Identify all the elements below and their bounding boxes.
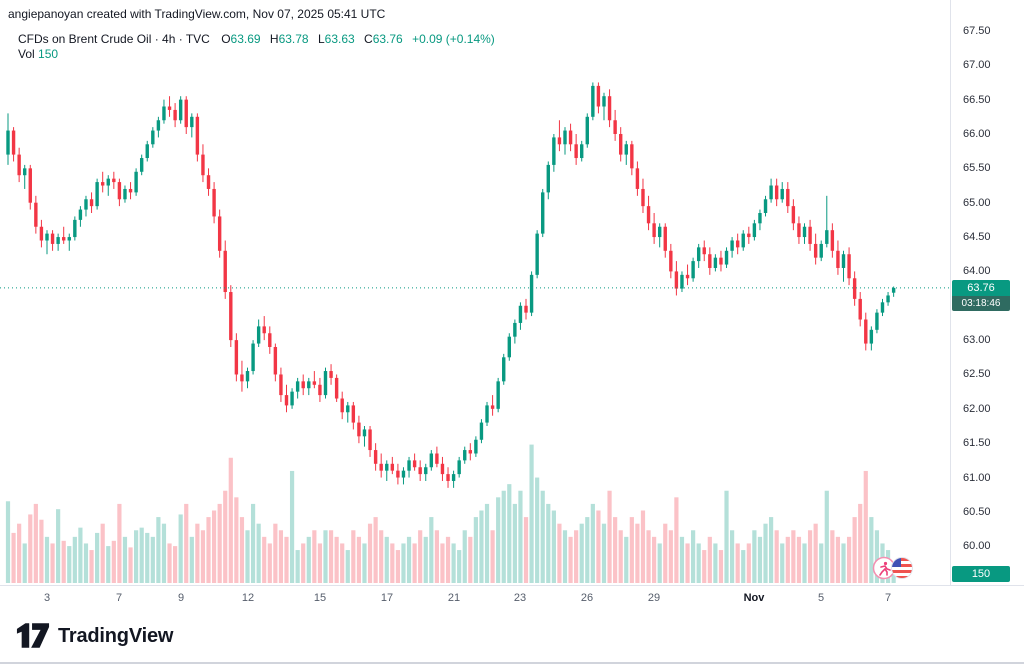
volume-legend: Vol 150 — [18, 47, 58, 61]
time-tick: Nov — [743, 592, 765, 604]
attribution-text: angiepanoyan created with TradingView.co… — [8, 7, 386, 21]
price-tick: 62.50 — [963, 368, 991, 380]
event-marker-icons[interactable] — [872, 556, 914, 580]
ohlc-high: H63.78 — [269, 32, 309, 46]
price-tick: 67.50 — [963, 25, 991, 37]
symbol-legend: CFDs on Brent Crude Oil · 4h · TVC O63.6… — [18, 32, 495, 46]
time-tick: 17 — [380, 592, 394, 604]
time-tick: 5 — [817, 592, 825, 604]
change-value: +0.09 (+0.14%) — [412, 32, 495, 46]
price-tick: 65.50 — [963, 162, 991, 174]
symbol-title[interactable]: CFDs on Brent Crude Oil · 4h · TVC — [18, 32, 210, 46]
time-tick: 7 — [115, 592, 123, 604]
chart-canvas[interactable] — [0, 0, 950, 585]
price-tick: 63.00 — [963, 334, 991, 346]
last-price-value: 63.76 — [952, 280, 1010, 296]
time-axis[interactable]: 3 7 9 12 15 17 21 23 26 29 Nov 5 7 — [0, 585, 1024, 610]
price-tick: 67.00 — [963, 59, 991, 71]
time-tick: 21 — [447, 592, 461, 604]
ohlc-close: C63.76 — [364, 32, 403, 46]
tradingview-brand-text[interactable]: TradingView — [58, 624, 174, 647]
time-tick: 7 — [884, 592, 892, 604]
time-tick: 26 — [580, 592, 594, 604]
tradingview-logo-icon[interactable] — [16, 623, 50, 649]
bar-countdown: 03:18:46 — [952, 296, 1010, 311]
chart-area[interactable]: angiepanoyan created with TradingView.co… — [0, 0, 950, 585]
price-tick: 62.00 — [963, 403, 991, 415]
last-price-badge: 63.76 03:18:46 — [952, 280, 1010, 311]
time-tick: 29 — [647, 592, 661, 604]
price-tick: 60.00 — [963, 540, 991, 552]
price-tick: 66.50 — [963, 94, 991, 106]
time-tick: 23 — [513, 592, 527, 604]
time-tick: 9 — [177, 592, 185, 604]
footer-bar: TradingView — [0, 610, 1024, 664]
volume-value: 150 — [38, 47, 59, 61]
ohlc-low: L63.63 — [317, 32, 355, 46]
ohlc-open: O63.69 — [221, 32, 261, 46]
price-axis[interactable]: 67.50 67.00 66.50 66.00 65.50 65.00 64.50 64.00… — [950, 0, 1024, 585]
price-tick: 61.50 — [963, 437, 991, 449]
price-tick: 66.00 — [963, 128, 991, 140]
time-tick: 12 — [241, 592, 255, 604]
volume-label: Vol — [18, 47, 35, 61]
price-tick: 60.50 — [963, 506, 991, 518]
price-tick: 65.00 — [963, 197, 991, 209]
time-tick: 15 — [313, 592, 327, 604]
volume-axis-badge: 150 — [952, 566, 1010, 582]
price-tick: 61.00 — [963, 472, 991, 484]
flag-event-icon — [891, 557, 913, 579]
price-tick: 64.50 — [963, 231, 991, 243]
price-tick: 64.00 — [963, 265, 991, 277]
time-tick: 3 — [43, 592, 51, 604]
